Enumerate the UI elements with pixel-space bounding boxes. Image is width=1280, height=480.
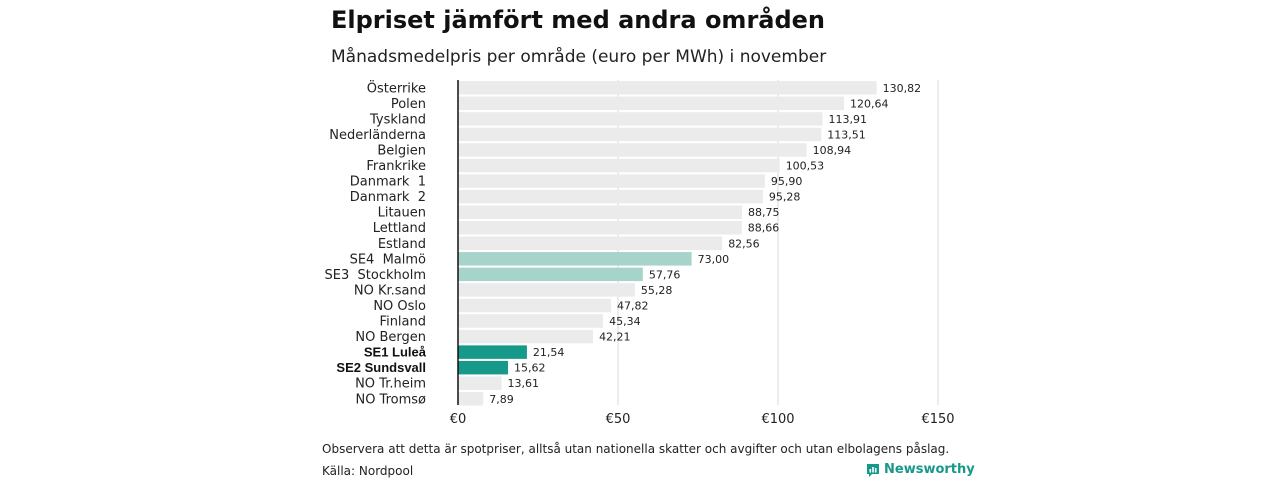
x-tick-label: €50 (606, 412, 631, 427)
x-tick-label: €0 (450, 412, 467, 427)
value-label: 82,56 (728, 237, 760, 250)
x-tick-label: €100 (761, 412, 794, 427)
category-label: NO Tromsø (355, 392, 426, 407)
bar (458, 392, 484, 406)
value-label: 113,91 (829, 113, 868, 126)
value-label: 108,94 (813, 144, 852, 157)
category-label: Österrike (367, 79, 426, 96)
value-label: 42,21 (599, 331, 631, 344)
bar (458, 267, 643, 282)
category-label: SE4 Malmö (350, 252, 426, 267)
value-label: 7,89 (489, 393, 514, 406)
bar (458, 360, 508, 375)
category-label: SE1 Luleå (364, 345, 427, 360)
bar (458, 158, 780, 173)
brand-name: Newsworthy (884, 462, 975, 477)
value-label: 13,61 (508, 377, 540, 390)
brand-logo: Newsworthy (866, 462, 975, 477)
chart-title: Elpriset jämfört med andra områden (331, 6, 826, 34)
category-label: Danmark 2 (350, 190, 426, 205)
value-label: 45,34 (609, 315, 641, 328)
bar (458, 96, 845, 111)
bar (458, 127, 822, 142)
value-label: 100,53 (786, 160, 825, 173)
bar (458, 345, 527, 359)
category-label: SE2 Sundsvall (336, 360, 426, 375)
value-label: 55,28 (641, 284, 673, 297)
value-label: 88,66 (748, 222, 780, 235)
value-label: 57,76 (649, 268, 681, 281)
value-label: 21,54 (533, 346, 565, 359)
value-label: 130,82 (883, 82, 922, 95)
bar (458, 329, 594, 344)
value-label: 95,90 (771, 175, 803, 188)
value-label: 95,28 (769, 191, 801, 204)
value-label: 120,64 (850, 97, 889, 110)
bar (458, 376, 502, 390)
category-label: NO Kr.sand (354, 283, 426, 298)
category-label: SE3 Stockholm (325, 268, 426, 283)
category-label: Frankrike (366, 159, 426, 174)
bar (458, 252, 692, 266)
category-label: NO Tr.heim (355, 377, 426, 392)
bar (458, 314, 604, 328)
category-label: Belgien (377, 143, 426, 158)
category-label: NO Oslo (373, 299, 426, 314)
chart-subtitle: Månadsmedelpris per område (euro per MWh… (331, 47, 827, 67)
footnote: Observera att detta är spotpriser, allts… (322, 442, 950, 456)
category-label: Estland (378, 237, 426, 252)
category-label: Finland (380, 315, 426, 330)
newsworthy-logo-icon (867, 463, 879, 477)
x-tick-label: €150 (921, 412, 954, 427)
bar (458, 112, 823, 126)
source-label: Källa: Nordpool (322, 464, 414, 478)
category-label: Polen (391, 97, 426, 112)
bar (458, 143, 807, 157)
category-label: Nederländerna (329, 128, 426, 143)
value-label: 113,51 (827, 128, 866, 141)
value-label: 88,75 (748, 206, 780, 219)
category-label: NO Bergen (355, 330, 426, 345)
value-label: 15,62 (514, 362, 546, 375)
bar (458, 236, 723, 251)
bar (458, 298, 612, 313)
category-label: Tyskland (369, 112, 426, 127)
category-label: Lettland (373, 221, 426, 236)
value-label: 73,00 (698, 253, 730, 266)
bar (458, 81, 877, 95)
bar (458, 205, 742, 219)
category-label: Litauen (378, 206, 426, 221)
category-label: Danmark 1 (350, 175, 426, 190)
value-label: 47,82 (617, 299, 649, 312)
bar (458, 189, 763, 204)
bar (458, 174, 765, 188)
bar (458, 220, 742, 235)
bar (458, 283, 635, 297)
